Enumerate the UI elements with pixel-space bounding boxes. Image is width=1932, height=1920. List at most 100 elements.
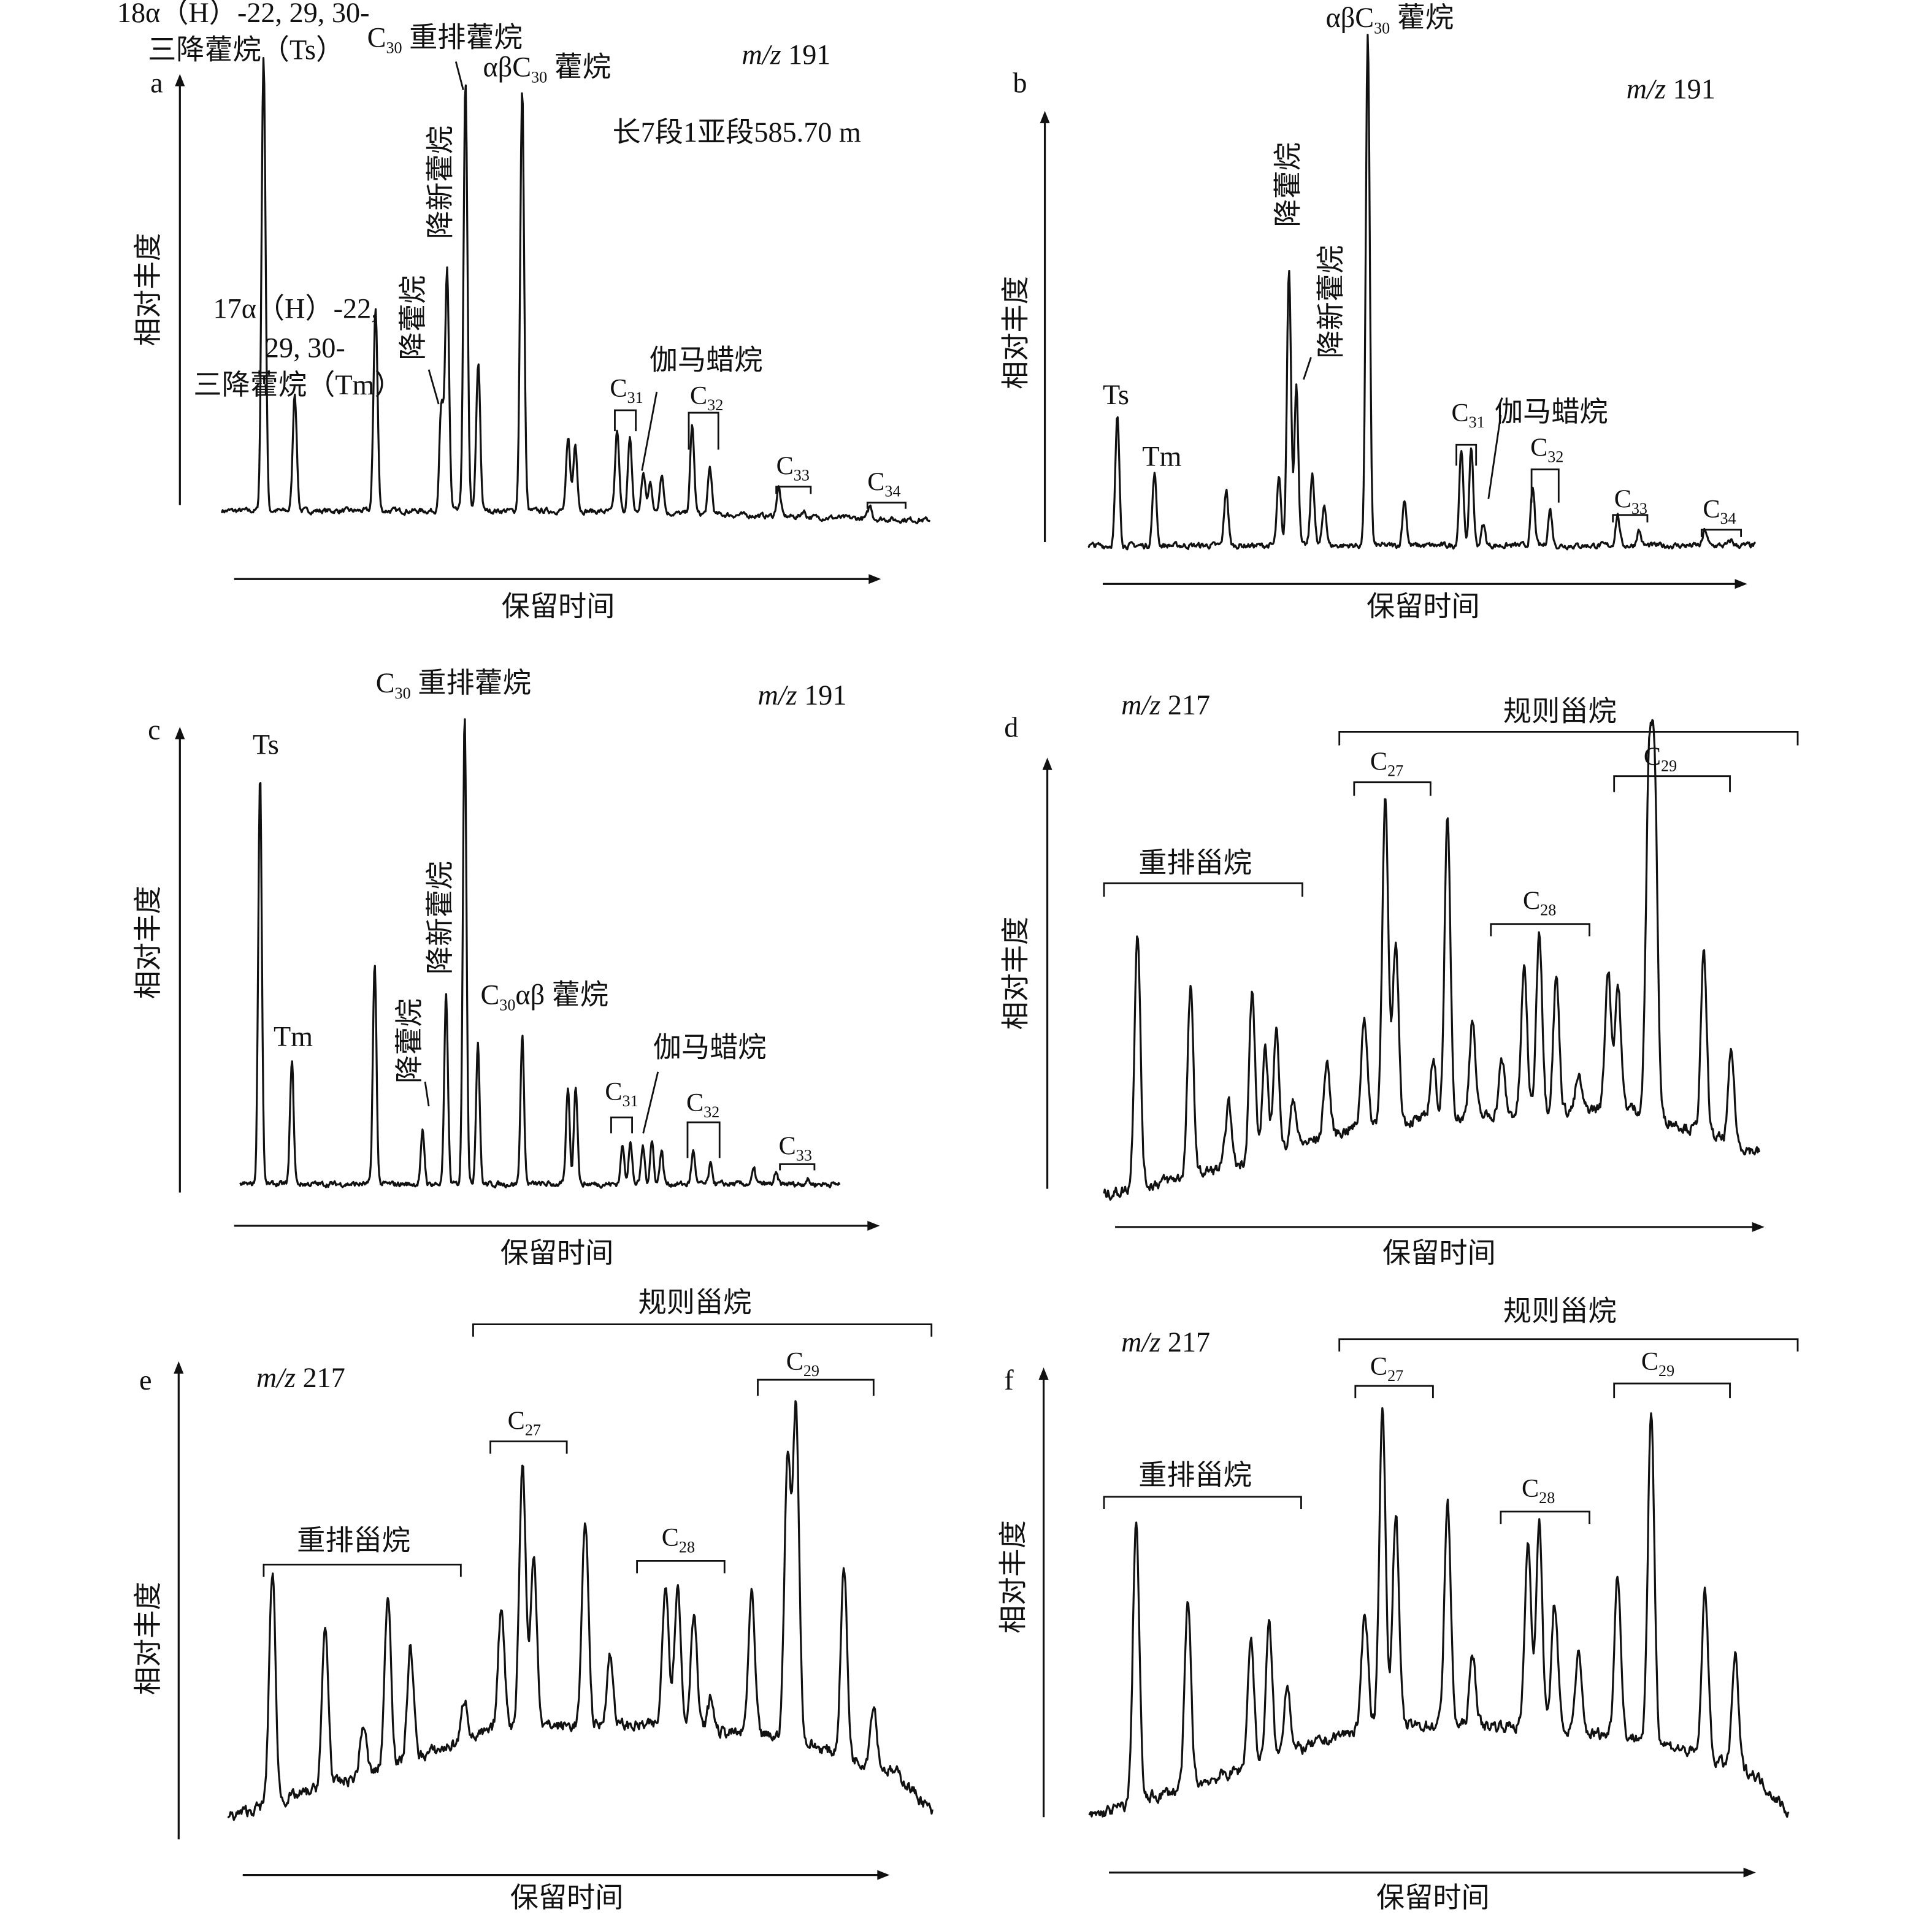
chromatogram-trace-d [1103,719,1760,1201]
annotation-c34: C34 [1703,495,1736,527]
label-text: C [1641,1347,1658,1376]
label-sub: 33 [794,467,810,484]
annotation-c33: C33 [779,1131,812,1164]
annotation-norneohopane: 降新藿烷 [424,126,456,239]
ion-prefix: m/z [256,1362,296,1393]
panel-letter: f [1004,1364,1014,1396]
label-text: 降藿烷 [394,998,425,1084]
peak-group-bracket [636,1559,726,1574]
label-sub: 31 [623,1092,638,1110]
chromatogram-trace-a [221,57,931,524]
label-sub: 32 [1547,448,1563,465]
annotation-tm: Tm [274,1021,313,1052]
label-sub: 32 [707,396,723,414]
label-text: Ts [1103,379,1129,410]
annotation-c31: C31 [1452,399,1485,431]
peak-group-bracket [757,1379,875,1396]
leader-line [1303,357,1312,380]
panel-letter: c [148,714,161,745]
label-sub: 29 [803,1362,819,1380]
y-axis-arrow-icon [1038,1367,1049,1380]
peak-group-bracket [1103,1496,1302,1509]
label-text: C [690,381,707,410]
label-text: 18α（H）-22, 29, 30- [117,0,370,28]
annotation-gammacerane: 伽马蜡烷 [650,345,763,376]
label-text: C [867,468,884,497]
label-sub: 28 [679,1538,695,1556]
ion-prefix: m/z [1121,1326,1160,1358]
y-axis-label: 相对丰度 [997,1520,1029,1634]
annotation-c29: C29 [786,1347,819,1380]
label-text: αβC [1326,2,1374,33]
x-axis-label: 保留时间 [502,591,615,622]
annotation-norhopane: 降藿烷 [397,275,429,361]
x-axis-arrow-icon [867,1220,880,1231]
annotation-c28: C28 [662,1523,695,1556]
y-axis-arrow-icon [174,1361,184,1374]
annotation-regular-steranes: 规则甾烷 [1503,695,1617,727]
leader-line [641,391,658,471]
label-text: C [1370,748,1387,776]
ion-label: m/z 217 [1121,1326,1210,1358]
peak-group-bracket [1338,730,1799,746]
peak-group-bracket [688,411,719,450]
label-text: C [480,979,499,1010]
annotation-c32: C32 [686,1088,719,1121]
label-text: C [1452,399,1469,427]
peak-group-bracket [614,409,637,432]
peak-group-bracket [1103,882,1303,897]
label-tail: αβ 藿烷 [515,979,608,1010]
y-axis-label: 相对丰度 [1000,276,1031,389]
label-sub: 29 [1658,1362,1674,1380]
y-axis-arrow-icon [175,74,185,86]
peak-group-bracket [779,1163,816,1171]
annotation-ab-c30: αβC30 藿烷 [1326,2,1454,37]
y-axis-arrow-icon [1042,757,1052,770]
label-text: 降藿烷 [1272,142,1303,228]
y-axis-label: 相对丰度 [132,1582,164,1696]
label-text: 三降藿烷（Tm） [193,369,402,400]
ion-value: 191 [797,679,847,711]
leader-line [427,369,440,405]
ion-prefix: m/z [742,39,781,71]
annotation-regular-steranes: 规则甾烷 [1503,1296,1617,1327]
y-axis-arrow-icon [1040,110,1050,123]
peak-group-bracket [1338,1338,1799,1352]
label-text: 重排甾烷 [1138,1459,1252,1491]
label-sub: 29 [1661,757,1677,775]
annotation-norhopane: 降藿烷 [1272,142,1303,228]
label-text: 重排甾烷 [1138,847,1252,878]
ion-value: 217 [1160,689,1210,721]
chromatogram-trace-b [1087,34,1757,551]
label-sub: 32 [703,1103,719,1121]
annotation-c27: C27 [1370,1352,1403,1385]
ion-label: m/z 191 [742,39,830,71]
ion-value: 217 [296,1362,345,1393]
annotation-c30-rearranged: C30 重排藿烷 [376,667,531,702]
peak-group-bracket [1500,1510,1590,1524]
panel-letter: b [1013,67,1027,99]
annotation-c29: C29 [1641,1347,1674,1380]
label-text: C [610,374,627,403]
label-text: 伽马蜡烷 [653,1032,767,1063]
label-text: 规则甾烷 [1503,695,1617,727]
label-text: Ts [253,729,279,760]
peak-group-bracket [1354,1385,1434,1399]
x-axis-label: 保留时间 [500,1237,614,1269]
y-axis-label: 相对丰度 [1000,917,1031,1030]
y-axis-arrow-icon [175,727,185,740]
annotation-c28: C28 [1523,887,1556,919]
label-text: C [776,451,794,480]
peak-group-bracket [1353,781,1432,796]
leader-line [642,1071,659,1134]
panel-letter: e [139,1364,152,1396]
label-text: Tm [274,1021,313,1052]
label-text: 降藿烷 [397,275,429,361]
leader-line [1487,415,1502,499]
label-sub: 34 [884,483,900,500]
annotation-rearranged-steranes: 重排甾烷 [1138,847,1252,878]
label-sub: 31 [1469,413,1485,431]
